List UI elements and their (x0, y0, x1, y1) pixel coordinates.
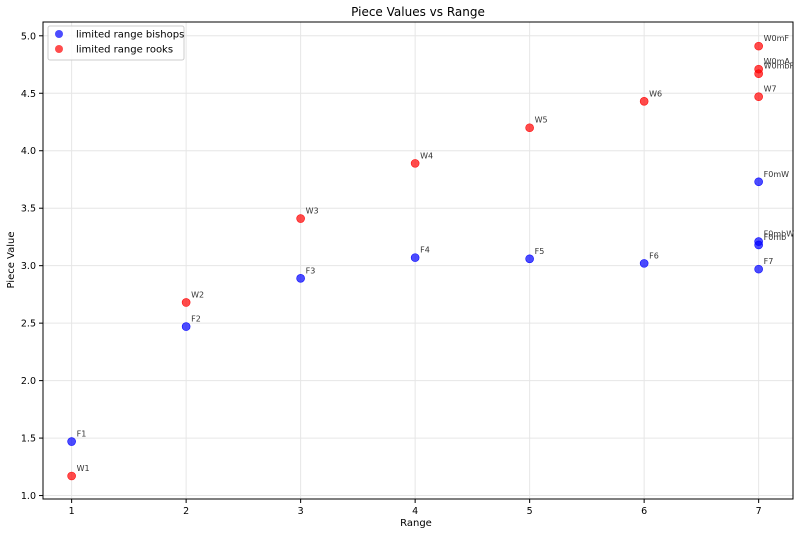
y-tick-label: 1.0 (21, 491, 36, 502)
y-axis-ticks: 1.0 1.5 2.0 2.5 3.0 3.5 4.0 4.5 5.0 (21, 31, 43, 502)
x-tick-label: 7 (756, 506, 762, 517)
x-axis-label: Range (400, 518, 432, 529)
x-tick-label: 2 (183, 506, 189, 517)
point-label: W6 (649, 89, 662, 98)
bishop-point (754, 177, 763, 187)
point-label: F5 (535, 247, 545, 256)
point-label: F2 (191, 315, 201, 324)
x-tick-label: 3 (298, 506, 304, 517)
point-label: F0mb (764, 233, 787, 242)
bishop-point (525, 254, 534, 264)
x-tick-label: 5 (527, 506, 533, 517)
bishop-point (67, 437, 76, 446)
bishop-point (410, 253, 420, 262)
bishop-point (754, 264, 763, 274)
x-tick-label: 4 (412, 506, 418, 517)
point-label: F0mbW (764, 230, 795, 239)
y-axis-label: Piece Value (6, 231, 17, 288)
rook-point (639, 97, 649, 106)
rook-point (525, 123, 534, 133)
x-tick-label: 1 (69, 506, 75, 517)
plot-area (42, 21, 794, 500)
point-label: W7 (764, 85, 777, 94)
y-tick-label: 4.5 (21, 89, 36, 100)
rook-point (296, 214, 305, 223)
rook-point (754, 41, 763, 51)
bishop-point (181, 322, 191, 331)
x-tick-label: 6 (641, 506, 647, 517)
point-label: W5 (535, 116, 548, 125)
legend: limited range bishops limited range rook… (47, 25, 185, 61)
y-tick-label: 4.0 (21, 146, 36, 157)
chart-title: Piece Values vs Range (351, 5, 485, 19)
rook-point (181, 298, 191, 307)
legend-marker-bishops (55, 30, 63, 38)
y-tick-label: 2.5 (21, 319, 36, 330)
point-label: F0mW (764, 170, 789, 179)
y-tick-label: 5.0 (21, 31, 36, 42)
bishop-point (754, 240, 763, 250)
y-tick-label: 3.0 (21, 261, 36, 272)
point-label: W1 (77, 464, 90, 473)
point-label: F7 (764, 257, 774, 266)
y-tick-label: 1.5 (21, 434, 36, 445)
y-tick-label: 2.0 (21, 376, 36, 387)
legend-box (47, 25, 185, 61)
point-label: W3 (306, 207, 319, 216)
x-axis-ticks: 1 2 3 4 5 6 7 (69, 499, 762, 517)
bishop-point (296, 274, 305, 283)
rook-point (754, 69, 763, 79)
legend-label-rooks: limited range rooks (76, 45, 173, 56)
point-label: W0mA (764, 57, 791, 66)
point-label: W4 (420, 151, 433, 160)
point-label: W0mF (764, 34, 790, 43)
legend-label-bishops: limited range bishops (76, 30, 184, 41)
point-label: F4 (420, 246, 430, 255)
legend-marker-rooks (55, 45, 63, 53)
point-label: W0mbF (764, 62, 795, 71)
point-label: F6 (649, 251, 659, 260)
rook-point (410, 159, 420, 168)
point-label: W2 (191, 290, 204, 299)
rook-point (67, 471, 76, 481)
point-label: F1 (77, 430, 87, 439)
rook-point (754, 92, 763, 102)
data-points (67, 41, 763, 481)
point-label: F3 (306, 266, 316, 275)
bishop-point (639, 259, 649, 268)
y-tick-label: 3.5 (21, 204, 36, 215)
